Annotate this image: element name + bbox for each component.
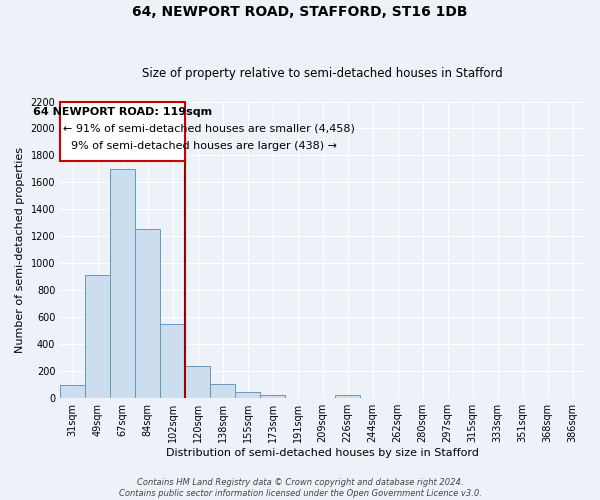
Bar: [110, 169, 135, 398]
Bar: [135, 228, 160, 398]
Text: Contains HM Land Registry data © Crown copyright and database right 2024.
Contai: Contains HM Land Registry data © Crown c…: [119, 478, 481, 498]
Bar: [185, 366, 210, 398]
Bar: [60, 385, 85, 398]
Text: 9% of semi-detached houses are larger (438) →: 9% of semi-detached houses are larger (4…: [71, 142, 337, 152]
FancyBboxPatch shape: [60, 102, 185, 160]
Bar: [160, 324, 185, 398]
Bar: [210, 384, 235, 398]
Text: ← 91% of semi-detached houses are smaller (4,458): ← 91% of semi-detached houses are smalle…: [63, 124, 355, 134]
Text: 64 NEWPORT ROAD: 119sqm: 64 NEWPORT ROAD: 119sqm: [33, 108, 212, 118]
Y-axis label: Number of semi-detached properties: Number of semi-detached properties: [15, 146, 25, 352]
Bar: [85, 275, 110, 398]
Bar: [335, 395, 360, 398]
Bar: [260, 395, 285, 398]
X-axis label: Distribution of semi-detached houses by size in Stafford: Distribution of semi-detached houses by …: [166, 448, 479, 458]
Bar: [235, 392, 260, 398]
Title: Size of property relative to semi-detached houses in Stafford: Size of property relative to semi-detach…: [142, 66, 503, 80]
Text: 64, NEWPORT ROAD, STAFFORD, ST16 1DB: 64, NEWPORT ROAD, STAFFORD, ST16 1DB: [132, 5, 468, 19]
